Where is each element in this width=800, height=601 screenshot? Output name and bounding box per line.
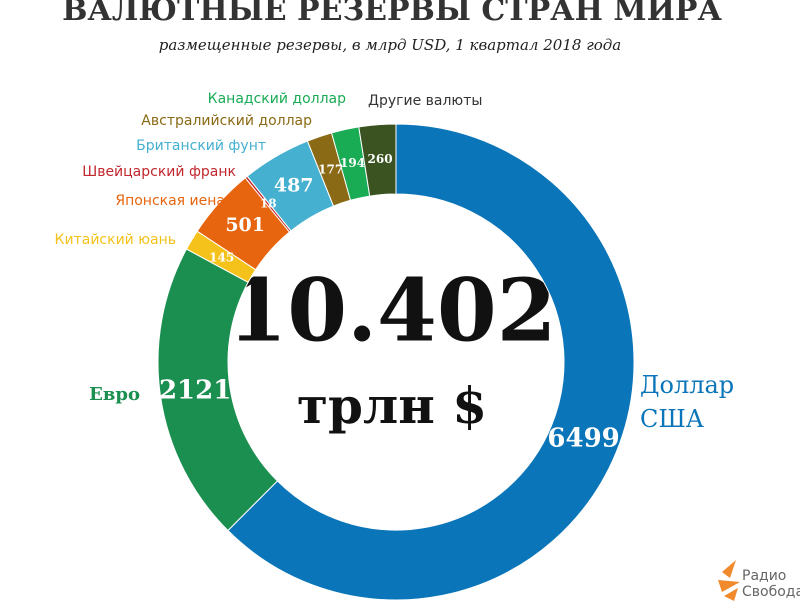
value-label: 177 xyxy=(318,162,343,176)
logo-text: Радио xyxy=(742,568,786,584)
category-label: Швейцарский франк xyxy=(82,164,236,180)
category-label: Другие валюты xyxy=(368,93,482,109)
logo-text: Свобода xyxy=(742,584,800,600)
chart-title: ВАЛЮТНЫЕ РЕЗЕРВЫ СТРАН МИРА xyxy=(62,0,722,28)
category-label: Британский фунт xyxy=(136,138,266,154)
donut-segment xyxy=(358,123,397,197)
value-label: 6499 xyxy=(547,424,619,454)
center-unit: трлн $ xyxy=(297,376,487,435)
category-label: Доллар США xyxy=(640,371,735,433)
category-label: Австралийский доллар xyxy=(141,113,312,129)
value-label: 18 xyxy=(260,197,277,211)
value-label: 487 xyxy=(274,175,314,197)
center-value: 10.402 xyxy=(227,261,556,362)
category-label: Китайский юань xyxy=(55,232,176,248)
value-label: 501 xyxy=(225,214,265,236)
value-label: 145 xyxy=(209,250,234,264)
category-label: Канадский доллар xyxy=(208,91,346,107)
category-label: Японская иена xyxy=(115,193,225,209)
value-label: 260 xyxy=(368,152,393,166)
value-label: 194 xyxy=(340,156,365,170)
donut-segment xyxy=(227,123,635,601)
value-label: 2121 xyxy=(159,376,231,406)
chart-subtitle: размещенные резервы, в млрд USD, 1 кварт… xyxy=(159,36,622,54)
logo-icon xyxy=(718,560,740,601)
category-label: Евро xyxy=(89,384,140,405)
